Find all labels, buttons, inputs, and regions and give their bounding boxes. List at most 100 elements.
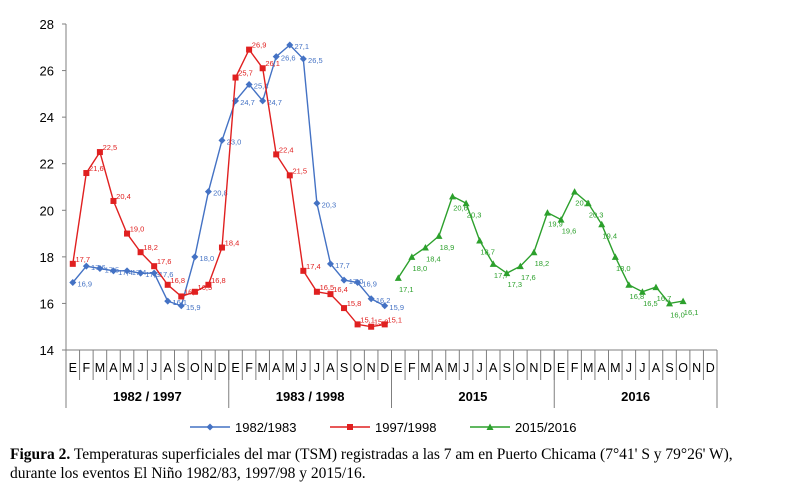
legend-label: 1997/1998	[375, 420, 436, 435]
x-tick-label: O	[190, 361, 200, 375]
series-line	[397, 190, 684, 305]
data-point	[96, 149, 103, 156]
data-label: 26,1	[265, 59, 280, 68]
data-label: 18,0	[413, 264, 428, 273]
data-label: 23,0	[227, 137, 242, 146]
data-label: 16,1	[684, 308, 699, 317]
y-tick-label: 14	[40, 343, 54, 358]
data-point	[96, 265, 104, 272]
data-point	[394, 274, 402, 281]
data-label: 16,8	[630, 292, 645, 301]
x-tick-label: M	[420, 361, 430, 375]
data-label: 16,7	[657, 294, 672, 303]
x-tick-label: J	[137, 361, 143, 375]
data-point	[408, 253, 416, 260]
x-tick-label: D	[380, 361, 389, 375]
data-point	[543, 209, 551, 216]
x-tick-label: S	[665, 361, 673, 375]
y-tick-label: 20	[40, 203, 54, 218]
data-point	[638, 288, 646, 295]
x-tick-label: M	[257, 361, 267, 375]
legend-marker	[347, 424, 353, 430]
data-label: 18,9	[440, 243, 455, 252]
data-point	[164, 281, 171, 288]
data-label: 18,2	[535, 259, 550, 268]
data-label: 20,4	[116, 192, 131, 201]
data-point	[177, 302, 185, 310]
data-point	[204, 188, 212, 196]
data-point	[381, 302, 389, 310]
data-label: 16,8	[170, 276, 185, 285]
data-point	[340, 276, 348, 284]
data-point	[368, 323, 375, 330]
x-tick-label: J	[151, 361, 157, 375]
x-tick-label: J	[626, 361, 632, 375]
data-point	[571, 188, 579, 195]
x-tick-label: D	[706, 361, 715, 375]
data-point	[584, 199, 592, 207]
x-tick-label: N	[367, 361, 376, 375]
data-point	[191, 288, 198, 295]
data-label: 20,6	[453, 203, 468, 212]
year-group-label: 1982 / 1997	[113, 389, 182, 404]
data-point	[82, 262, 90, 270]
data-point	[69, 260, 76, 267]
year-group-label: 2016	[621, 389, 650, 404]
data-point	[259, 65, 266, 72]
series-1982-1983: 16,917,617,517,417,417,317,616,115,918,0…	[69, 41, 404, 312]
x-tick-label: E	[231, 361, 239, 375]
data-label: 16,3	[184, 287, 199, 296]
data-point	[476, 237, 484, 244]
x-tick-label: N	[692, 361, 701, 375]
data-label: 19,6	[562, 227, 577, 236]
x-tick-label: J	[314, 361, 320, 375]
data-label: 18,2	[143, 243, 158, 252]
data-label: 16,4	[333, 285, 348, 294]
data-label: 18,4	[225, 239, 240, 248]
data-label: 16,5	[320, 283, 335, 292]
data-point	[516, 262, 524, 270]
data-label: 15,8	[347, 299, 362, 308]
chart-series-layer: 16,917,617,517,417,417,317,616,115,918,0…	[69, 41, 698, 330]
data-label: 19,4	[602, 231, 617, 240]
data-label: 17,4	[306, 262, 321, 271]
data-point	[124, 230, 131, 237]
data-point	[218, 244, 225, 251]
data-label: 16,5	[643, 299, 658, 308]
legend-item: 1997/1998	[330, 420, 436, 435]
data-label: 15,1	[360, 315, 375, 324]
data-point	[245, 81, 253, 89]
x-tick-label: N	[204, 361, 213, 375]
data-point	[611, 253, 619, 260]
data-label: 27,1	[294, 42, 309, 51]
data-point	[679, 297, 687, 305]
data-point	[598, 220, 606, 228]
data-point	[489, 260, 497, 267]
data-point	[137, 269, 145, 277]
data-point	[462, 199, 470, 207]
x-tick-label: A	[164, 361, 173, 375]
data-label: 22,4	[279, 145, 294, 154]
data-label: 24,7	[267, 98, 282, 107]
data-point	[259, 97, 267, 105]
data-label: 16,2	[376, 296, 391, 305]
data-point	[652, 283, 660, 291]
data-label: 25,4	[254, 82, 269, 91]
data-label: 16,0	[670, 310, 685, 319]
x-tick-label: E	[394, 361, 402, 375]
data-point	[164, 297, 172, 305]
data-label: 20,3	[322, 200, 337, 209]
data-point	[354, 321, 361, 328]
data-point	[666, 299, 674, 307]
y-tick-label: 26	[40, 64, 54, 79]
data-point	[123, 267, 131, 275]
data-label: 20,8	[575, 199, 590, 208]
x-tick-label: E	[69, 361, 77, 375]
chart-axes: 14 16 18 20 22 24 26 28	[40, 17, 717, 358]
x-tick-label: D	[543, 361, 552, 375]
data-label: 17,7	[75, 255, 90, 264]
x-tick-label: J	[477, 361, 483, 375]
y-tick-label: 18	[40, 250, 54, 265]
data-label: 16,8	[211, 276, 226, 285]
